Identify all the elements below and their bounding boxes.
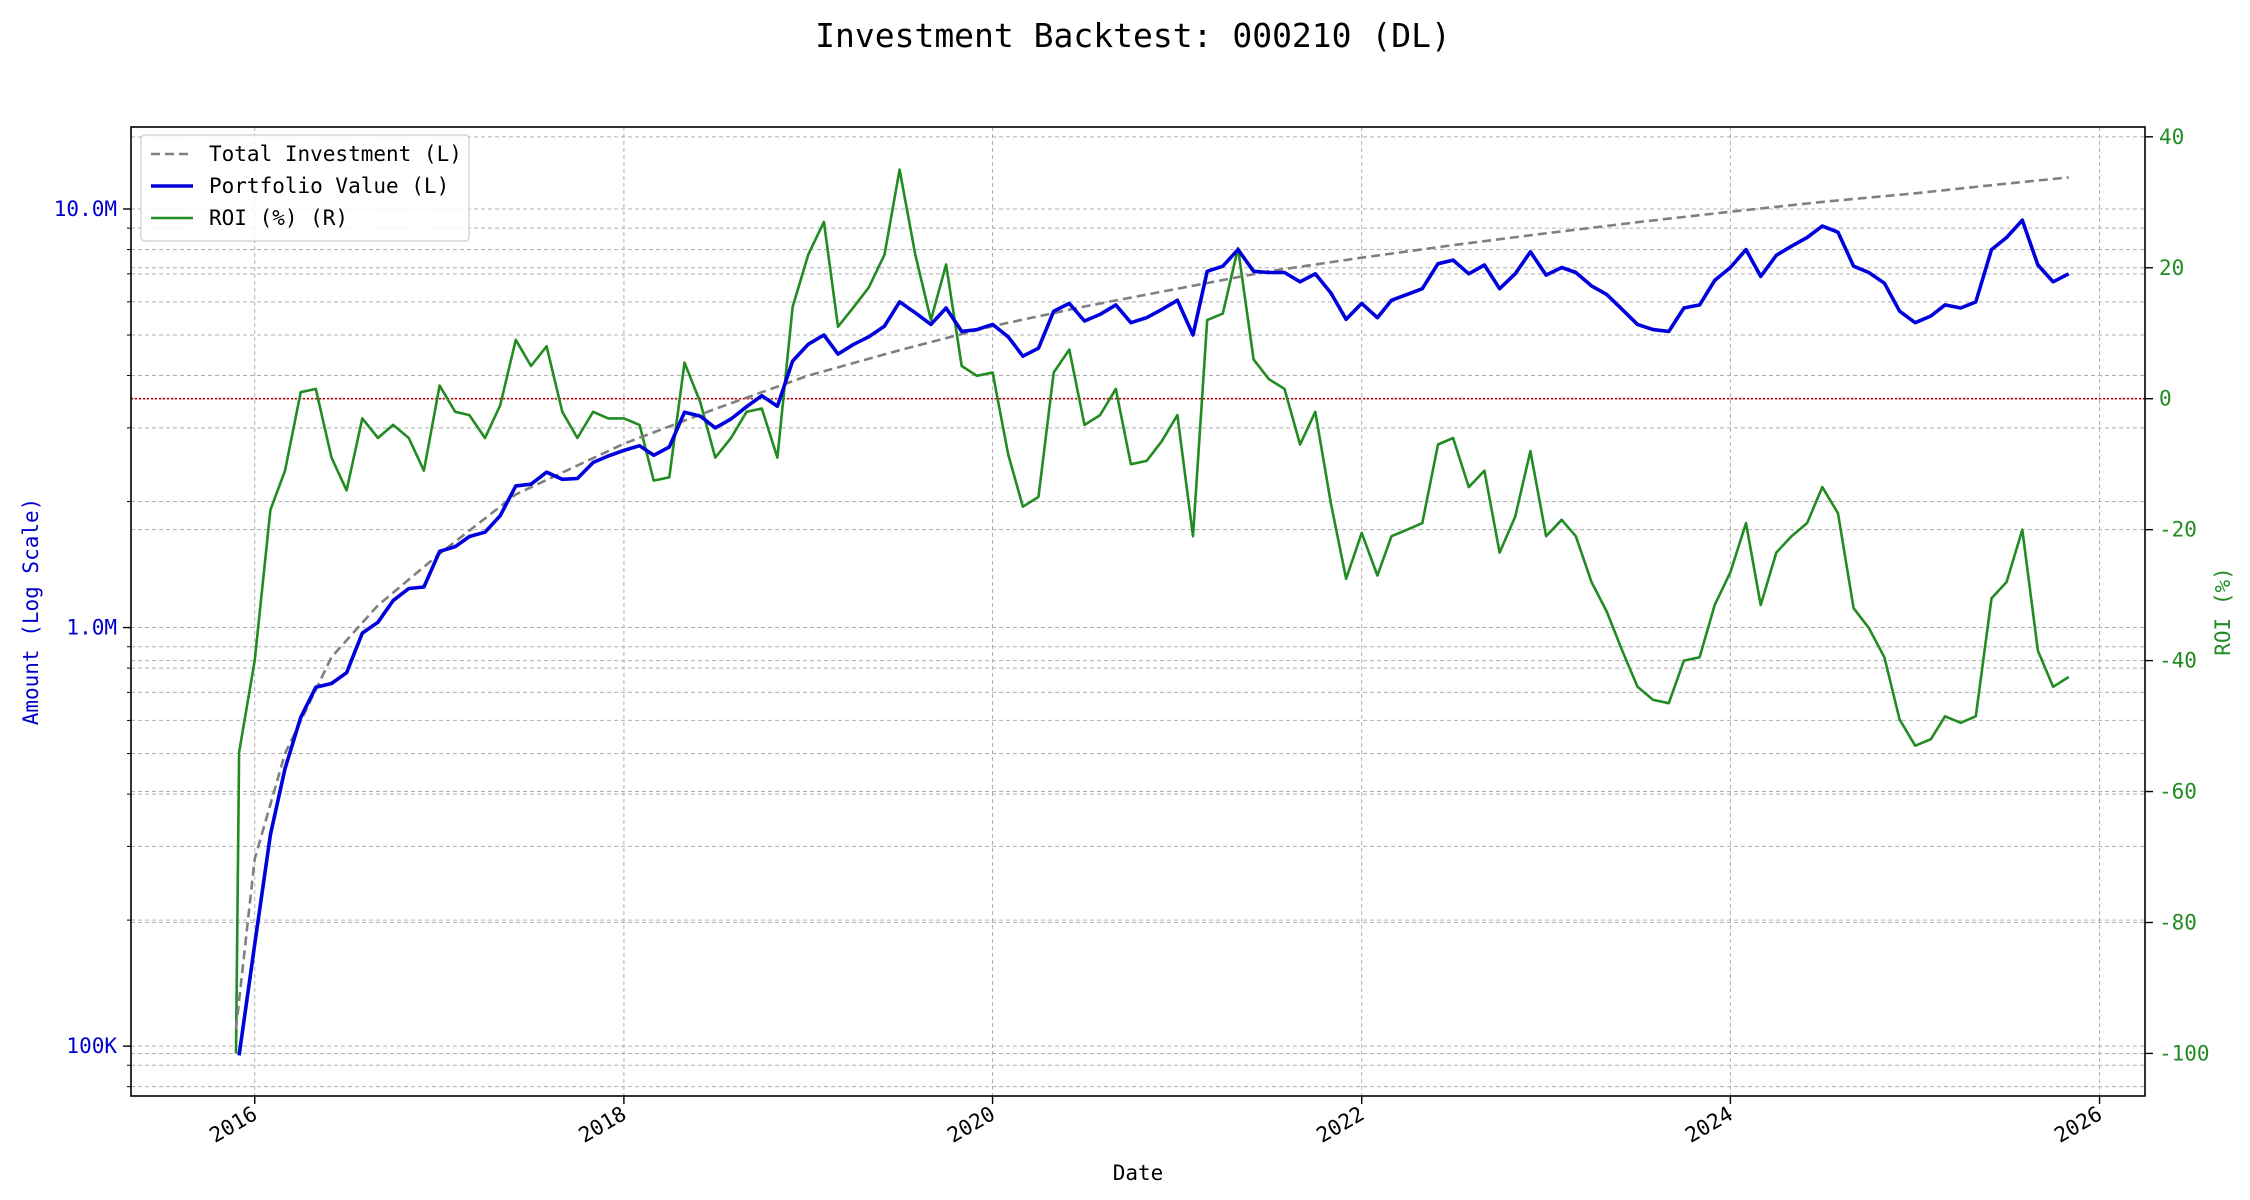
- y-right-tick-label: -100: [2159, 1041, 2210, 1065]
- legend: Total Investment (L) Portfolio Value (L) R…: [140, 134, 470, 242]
- x-tick-label: 2020: [943, 1102, 999, 1148]
- grid: [131, 127, 2145, 1096]
- y-right-tick-label: -80: [2159, 910, 2197, 934]
- portfolio-value-line: [237, 218, 2070, 1056]
- y-right-tick-label: -40: [2159, 649, 2197, 673]
- x-tick-label: 2018: [575, 1102, 631, 1148]
- y-right-tick-label: -60: [2159, 780, 2197, 804]
- legend-label: ROI (%) (R): [209, 206, 348, 230]
- roi-line: [234, 168, 2070, 1054]
- x-tick-label: 2022: [1312, 1102, 1368, 1148]
- y-left-tick-label: 10.0M: [54, 197, 117, 221]
- y-axis-right-label: ROI (%): [2211, 567, 2235, 656]
- x-axis-label: Date: [1113, 1161, 1164, 1185]
- legend-box: [140, 134, 470, 242]
- legend-label: Portfolio Value (L): [209, 174, 449, 198]
- legend-label: Total Investment (L): [209, 142, 462, 166]
- total-investment-line: [234, 176, 2069, 1029]
- y-left-tick-label: 100K: [66, 1034, 117, 1058]
- chart-title: Investment Backtest: 000210 (DL): [815, 16, 1451, 55]
- x-tick-label: 2024: [1681, 1102, 1737, 1148]
- series-group: [234, 168, 2070, 1056]
- y-right-tick-label: -20: [2159, 518, 2197, 542]
- x-tick-label: 2016: [205, 1102, 261, 1148]
- y-axis-left-label: Amount (Log Scale): [19, 498, 43, 726]
- plot-frame: [130, 126, 2146, 1097]
- y-right-tick-label: 0: [2159, 387, 2172, 411]
- y-left-tick-label: 1.0M: [66, 616, 117, 640]
- axis-ticks: 2016 2018 2020 2022 2024 2026 100K 1.0M 10.0M -10…: [54, 125, 2210, 1148]
- y-right-tick-label: 20: [2159, 256, 2184, 280]
- x-tick-label: 2026: [2050, 1102, 2106, 1148]
- y-right-tick-label: 40: [2159, 125, 2184, 149]
